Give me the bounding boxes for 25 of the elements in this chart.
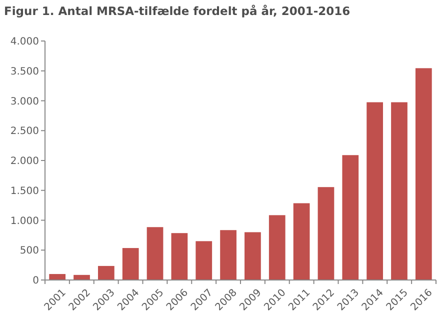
y-tick-label: 500 (20, 246, 39, 257)
bar (268, 215, 286, 280)
y-tick-label: 3.500 (10, 66, 39, 78)
y-tick-label: 1.000 (10, 216, 39, 227)
y-tick-label: 2.000 (10, 156, 39, 167)
bar (98, 266, 114, 280)
bar (391, 102, 408, 280)
y-tick-label: 4.000 (10, 36, 39, 48)
bar (342, 155, 359, 280)
bar (49, 274, 66, 280)
bar (146, 227, 164, 280)
chart-title: Figur 1. Antal MRSA-tilfælde fordelt på år, 2001-2016 (4, 4, 350, 18)
bar (196, 241, 212, 280)
bar (415, 68, 432, 280)
y-tick-label: 3.000 (10, 96, 39, 108)
y-tick-label: 2.500 (10, 126, 39, 138)
bar (366, 102, 384, 280)
bar (171, 233, 188, 280)
bar (293, 203, 310, 280)
bar (220, 230, 236, 280)
bar (244, 232, 261, 280)
bar (122, 248, 139, 280)
y-tick-label: 1.500 (10, 186, 39, 197)
y-tick-label: 0 (32, 276, 39, 286)
bar (318, 187, 334, 280)
